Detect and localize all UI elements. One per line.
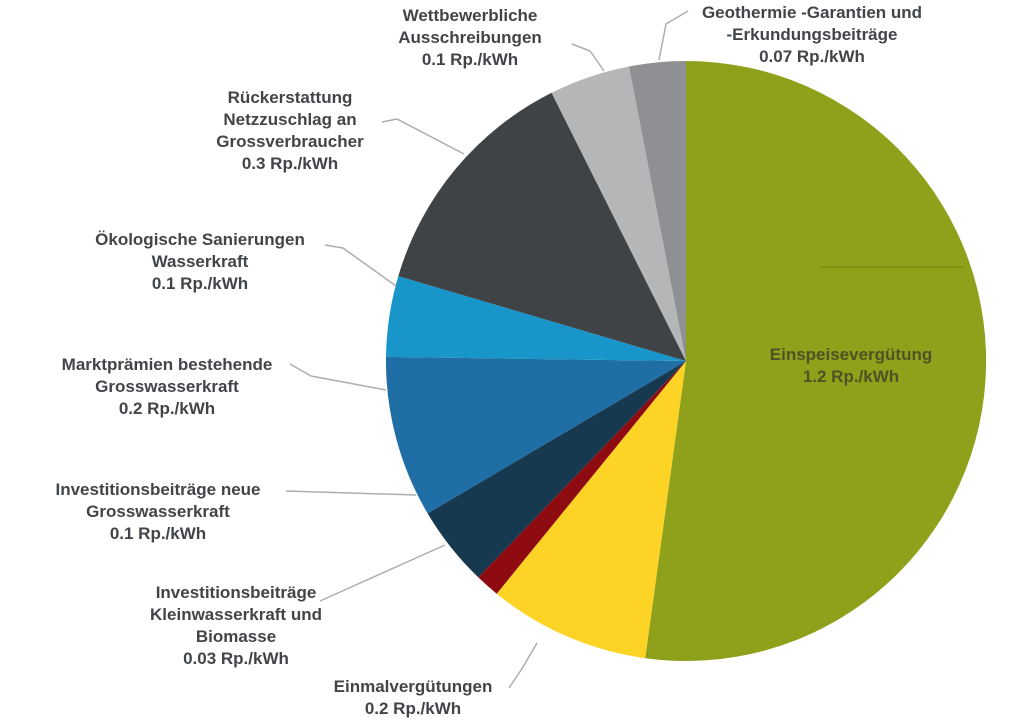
slice-label-line: Rückerstattung: [227, 88, 353, 107]
slice-label-line: 1.2 Rp./kWh: [802, 367, 900, 386]
slice-label-line: 0.03 Rp./kWh: [183, 649, 289, 668]
pie-slice-marktpraemien-grosswasserkraft: [385, 356, 686, 514]
leader-line-investitionsbeitraege-kleinwasserkraft: [319, 544, 446, 602]
slice-label-line: Netzzuschlag an: [223, 110, 357, 129]
slice-label-marktpraemien-grosswasserkraft: Marktprämien bestehende Grosswasserkraft 0…: [62, 354, 273, 420]
slice-label-oekologische-sanierungen: Ökologische Sanierungen Wasserkraft 0.1 Rp…: [95, 229, 305, 295]
slice-label-line: Ausschreibungen: [398, 28, 542, 47]
leader-line-investitionsbeitraege-neue-grosswasserkraft: [285, 490, 417, 496]
slice-label-line: Investitionsbeiträge neue: [55, 480, 261, 499]
slice-label-einspeiseverguetung: Einspeisevergütung 1.2 Rp./kWh: [770, 344, 932, 388]
slice-label-line: 0.3 Rp./kWh: [241, 154, 339, 173]
slice-label-line: Biomasse: [195, 627, 277, 646]
leader-line-oekologische-sanierungen: [324, 244, 397, 287]
pie-slice-rueckerstattung-netzzuschlag: [398, 92, 686, 362]
slice-label-line: Marktprämien bestehende: [61, 355, 273, 374]
slice-label-einmalverguetungen: Einmalvergütungen 0.2 Rp./kWh: [334, 676, 493, 720]
slice-label-line: Einspeisevergütung: [769, 345, 933, 364]
leader-line-wettbewerbliche-ausschreibungen: [571, 43, 605, 72]
leader-line-geothermie-garantien: [658, 10, 689, 61]
slice-label-line: Einmalvergütungen: [333, 677, 493, 696]
slice-label-line: Geothermie -Garantien und: [701, 3, 923, 22]
pie-slice-einspeiseverguetung: [645, 60, 987, 661]
pie-slice-geothermie-garantien: [629, 61, 686, 361]
slice-label-line: 0.2 Rp./kWh: [118, 399, 216, 418]
slice-label-line: -Erkundungsbeiträge: [726, 25, 898, 44]
pie-slice-investitionsbeitraege-kleinwasserkraft: [478, 361, 686, 594]
slice-label-line: Grossverbraucher: [216, 132, 364, 151]
pie-slice-einmalverguetungen: [496, 361, 686, 659]
slice-label-line: Kleinwasserkraft und: [150, 605, 322, 624]
slice-label-investitionsbeitraege-kleinwasserkraft: Investitionsbeiträge Kleinwasserkraft und…: [150, 582, 322, 670]
slice-label-line: 0.1 Rp./kWh: [421, 50, 519, 69]
slice-label-line: 0.1 Rp./kWh: [151, 274, 249, 293]
slice-label-line: Ökologische Sanierungen: [95, 230, 305, 249]
slice-label-line: 0.2 Rp./kWh: [364, 699, 462, 718]
slice-label-line: Grosswasserkraft: [86, 502, 230, 521]
leader-line-marktpraemien-grosswasserkraft: [289, 363, 387, 391]
leader-line-rueckerstattung-netzzuschlag: [381, 118, 465, 155]
pie-slice-investitionsbeitraege-neue-grosswasserkraft: [427, 361, 686, 578]
leader-line-einmalverguetungen: [508, 642, 538, 689]
slice-label-rueckerstattung-netzzuschlag: Rückerstattung Netzzuschlag an Grossverbra…: [216, 87, 363, 175]
pie-slice-wettbewerbliche-ausschreibungen: [551, 66, 686, 361]
slice-label-line: 0.1 Rp./kWh: [109, 524, 207, 543]
slice-label-line: 0.07 Rp./kWh: [759, 47, 865, 66]
slice-label-wettbewerbliche-ausschreibungen: Wettbewerbliche Ausschreibungen 0.1 Rp./kW…: [398, 5, 542, 71]
slice-label-geothermie-garantien: Geothermie -Garantien und -Erkundungsbeit…: [702, 2, 922, 68]
slice-label-line: Investitionsbeiträge: [155, 583, 317, 602]
slice-label-line: Wasserkraft: [151, 252, 249, 271]
slice-label-investitionsbeitraege-neue-grosswasserkraft: Investitionsbeiträge neue Grosswasserkraf…: [56, 479, 261, 545]
slice-label-line: Grosswasserkraft: [95, 377, 239, 396]
slice-label-line: Wettbewerbliche: [402, 6, 538, 25]
pie-slice-oekologische-sanierungen: [386, 276, 686, 361]
